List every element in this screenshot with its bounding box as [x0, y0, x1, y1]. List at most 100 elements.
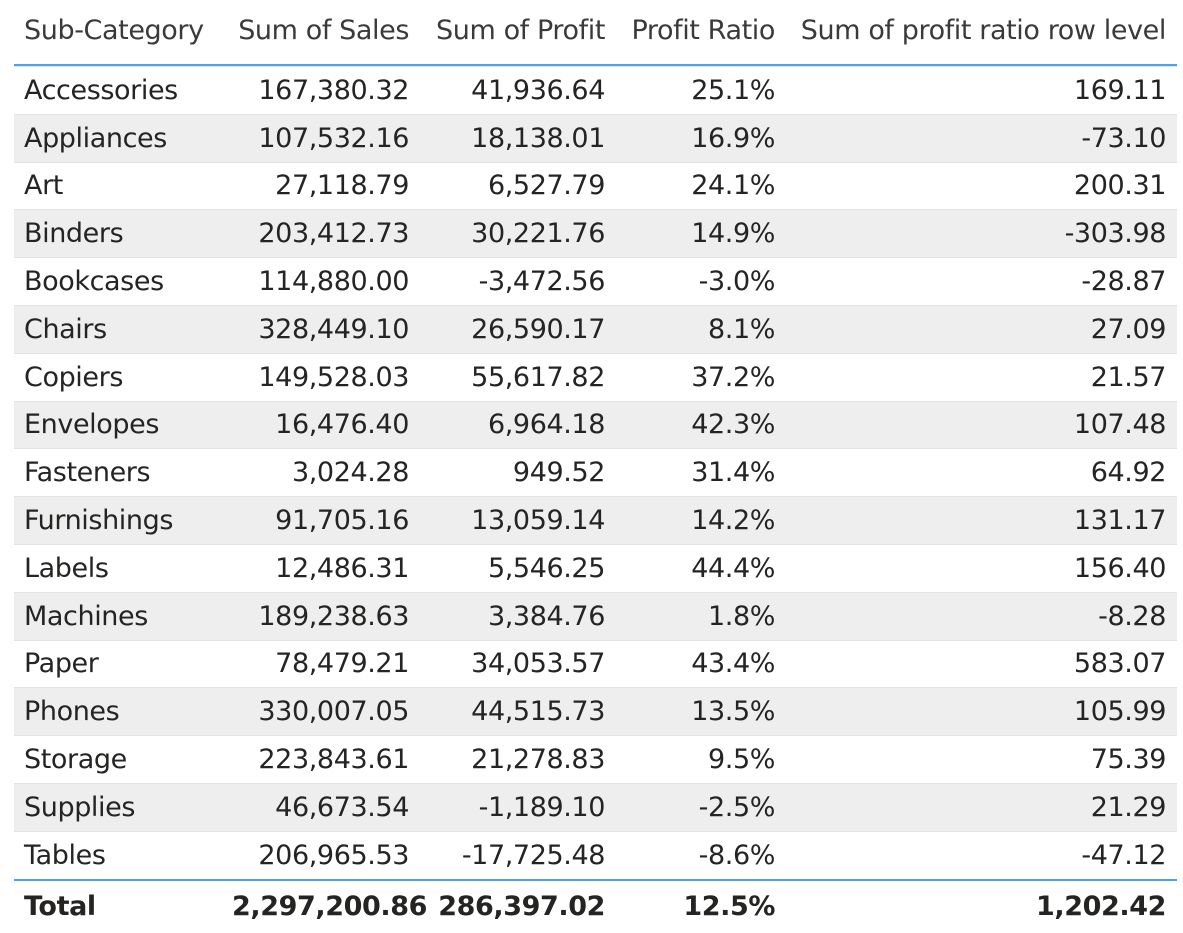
sub-category-cell: Storage	[24, 744, 127, 776]
total-row: Total 2,297,200.86 286,397.02 12.5% 1,20…	[14, 878, 1177, 933]
profit-ratio-row-level-cell: -47.12	[1081, 839, 1166, 871]
profit-ratio-row-level-cell: 169.11	[1073, 74, 1166, 106]
sales-cell: 203,412.73	[258, 218, 409, 250]
table-row: Binders 203,412.73 30,221.76 14.9% -303.98	[14, 209, 1177, 258]
profit-cell: 3,384.76	[487, 600, 605, 632]
profit-ratio-row-level-cell: 27.09	[1090, 313, 1167, 345]
column-header-profit-ratio-row-level[interactable]: Sum of profit ratio row level	[800, 14, 1167, 46]
table-row: Art 27,118.79 6,527.79 24.1% 200.31	[14, 161, 1177, 210]
sub-category-cell: Chairs	[24, 313, 107, 345]
table-row: Chairs 328,449.10 26,590.17 8.1% 27.09	[14, 304, 1177, 353]
profit-cell: -17,725.48	[461, 839, 606, 871]
profit-ratio-row-level-cell: 105.99	[1073, 696, 1166, 728]
profit-cell: 41,936.64	[471, 74, 605, 106]
sales-cell: 330,007.05	[258, 696, 409, 728]
table-row: Copiers 149,528.03 55,617.82 37.2% 21.57	[14, 352, 1177, 401]
column-header-sub-category[interactable]: Sub-Category	[24, 14, 204, 46]
sales-cell: 223,843.61	[258, 744, 409, 776]
profit-ratio-row-level-cell: 107.48	[1073, 409, 1166, 441]
profit-ratio-cell: 25.1%	[691, 74, 775, 106]
profit-ratio-cell: -8.6%	[698, 839, 776, 871]
sales-cell: 167,380.32	[258, 74, 409, 106]
table-row: Envelopes 16,476.40 6,964.18 42.3% 107.48	[14, 400, 1177, 449]
profit-ratio-cell: 44.4%	[691, 552, 775, 584]
sub-category-cell: Labels	[24, 552, 109, 584]
profit-ratio-row-level-cell: 75.39	[1090, 744, 1167, 776]
table-row: Machines 189,238.63 3,384.76 1.8% -8.28	[14, 591, 1177, 640]
profit-ratio-cell: 42.3%	[691, 409, 775, 441]
sales-cell: 114,880.00	[258, 266, 409, 298]
profit-ratio-cell: 43.4%	[691, 648, 775, 680]
sales-cell: 27,118.79	[275, 170, 409, 202]
table-row: Phones 330,007.05 44,515.73 13.5% 105.99	[14, 687, 1177, 736]
profit-cell: 34,053.57	[471, 648, 605, 680]
profit-ratio-row-level-cell: -28.87	[1081, 266, 1166, 298]
profit-cell: 18,138.01	[471, 122, 605, 154]
total-sales: 2,297,200.86	[232, 891, 428, 923]
profit-cell: 55,617.82	[471, 361, 605, 393]
sub-category-cell: Art	[24, 170, 63, 202]
profit-cell: 21,278.83	[471, 744, 605, 776]
profit-cell: 26,590.17	[471, 313, 605, 345]
profit-ratio-row-level-cell: 156.40	[1073, 552, 1166, 584]
table-row: Labels 12,486.31 5,546.25 44.4% 156.40	[14, 543, 1177, 592]
sub-category-cell: Furnishings	[24, 505, 174, 537]
sales-cell: 78,479.21	[275, 648, 409, 680]
profit-cell: 30,221.76	[471, 218, 605, 250]
total-profit: 286,397.02	[438, 891, 605, 923]
table-body: Accessories 167,380.32 41,936.64 25.1% 169.1…	[14, 66, 1177, 879]
sub-category-cell: Copiers	[24, 361, 123, 393]
sales-cell: 91,705.16	[275, 505, 409, 537]
profit-cell: 949.52	[512, 457, 605, 489]
profit-ratio-cell: 16.9%	[691, 122, 775, 154]
profit-ratio-row-level-cell: 200.31	[1073, 170, 1166, 202]
table-row: Accessories 167,380.32 41,936.64 25.1% 169.1…	[14, 66, 1177, 114]
profit-cell: 6,964.18	[487, 409, 605, 441]
profit-ratio-cell: 31.4%	[691, 457, 775, 489]
profit-cell: 5,546.25	[487, 552, 605, 584]
profit-ratio-row-level-cell: 64.92	[1090, 457, 1167, 489]
sub-category-cell: Binders	[24, 218, 124, 250]
profit-cell: 44,515.73	[471, 696, 605, 728]
profit-ratio-row-level-cell: 131.17	[1073, 505, 1166, 537]
profit-ratio-cell: -3.0%	[698, 266, 776, 298]
profit-cell: 6,527.79	[487, 170, 605, 202]
sales-cell: 3,024.28	[291, 457, 409, 489]
sub-category-cell: Accessories	[24, 74, 178, 106]
sub-category-cell: Machines	[24, 600, 148, 632]
profit-ratio-cell: 14.9%	[691, 218, 775, 250]
sub-category-cell: Bookcases	[24, 266, 164, 298]
matrix-table: Sub-Category Sum of Sales Sum of Profit …	[14, 0, 1177, 933]
profit-ratio-cell: 13.5%	[691, 696, 775, 728]
total-profit-ratio-row-level: 1,202.42	[1035, 891, 1166, 923]
profit-ratio-row-level-cell: 583.07	[1073, 648, 1166, 680]
header-row: Sub-Category Sum of Sales Sum of Profit …	[14, 0, 1177, 66]
table-row: Tables 206,965.53 -17,725.48 -8.6% -47.12	[14, 830, 1177, 879]
profit-ratio-cell: 24.1%	[691, 170, 775, 202]
total-label: Total	[24, 891, 96, 923]
sub-category-cell: Paper	[24, 648, 99, 680]
profit-ratio-cell: 8.1%	[708, 313, 775, 345]
table-row: Appliances 107,532.16 18,138.01 16.9% -73.10	[14, 113, 1177, 162]
sub-category-cell: Appliances	[24, 122, 167, 154]
sub-category-cell: Phones	[24, 696, 120, 728]
sales-cell: 189,238.63	[258, 600, 409, 632]
column-header-sum-of-sales[interactable]: Sum of Sales	[238, 14, 409, 46]
sales-cell: 149,528.03	[258, 361, 409, 393]
sales-cell: 328,449.10	[258, 313, 409, 345]
sub-category-cell: Supplies	[24, 791, 136, 823]
profit-ratio-cell: -2.5%	[698, 791, 776, 823]
column-header-sum-of-profit[interactable]: Sum of Profit	[436, 14, 605, 46]
table-row: Fasteners 3,024.28 949.52 31.4% 64.92	[14, 448, 1177, 496]
profit-ratio-cell: 37.2%	[691, 361, 775, 393]
profit-ratio-row-level-cell: 21.57	[1090, 361, 1167, 393]
table-row: Bookcases 114,880.00 -3,472.56 -3.0% -28.87	[14, 257, 1177, 305]
profit-ratio-row-level-cell: -8.28	[1098, 600, 1166, 632]
sales-cell: 12,486.31	[275, 552, 409, 584]
profit-ratio-row-level-cell: -73.10	[1081, 122, 1166, 154]
sales-cell: 107,532.16	[258, 122, 409, 154]
profit-cell: -3,472.56	[478, 266, 606, 298]
column-header-profit-ratio[interactable]: Profit Ratio	[631, 14, 775, 46]
table-row: Paper 78,479.21 34,053.57 43.4% 583.07	[14, 639, 1177, 688]
profit-ratio-row-level-cell: 21.29	[1090, 791, 1167, 823]
